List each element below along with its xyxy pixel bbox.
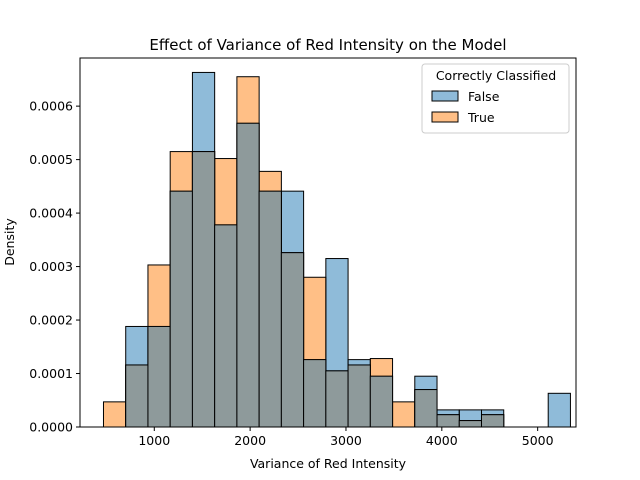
y-tick-label: 0.0005 [29,152,73,167]
bar-overlap-16 [458,420,482,428]
bar-overlap-1 [125,364,149,428]
bar-overlap-8 [280,252,305,428]
bar-overlap-3 [169,190,193,428]
bar-true-0 [102,401,127,428]
legend: Correctly Classified False True [421,63,570,134]
y-tick-label: 0.0002 [29,313,73,328]
x-axis-label: Variance of Red Intensity [250,456,407,471]
y-tick-label: 0.0000 [29,420,73,435]
y-tick-label: 0.0001 [29,366,73,381]
axes-layer: 1000 2000 3000 4000 5000 0.0000 0.0001 0.0002 0.… [29,57,577,448]
legend-swatch-false [431,90,459,102]
legend-frame [421,63,570,134]
y-tick-label: 0.0006 [29,99,73,114]
bar-overlap-10 [325,370,349,428]
legend-label-false: False [468,89,500,104]
bar-false-20 [547,392,571,428]
bar-overlap-6 [236,122,260,428]
x-tick-label: 1000 [138,433,170,448]
y-tick-label: 0.0004 [29,206,73,221]
x-tick-label: 5000 [522,433,554,448]
bar-overlap-15 [436,414,460,428]
legend-swatch-true [431,111,459,123]
bars-layer [102,71,571,428]
bar-overlap-7 [258,190,282,428]
legend-label-true: True [467,110,495,125]
x-tick-label: 3000 [330,433,362,448]
chart-title: Effect of Variance of Red Intensity on t… [149,36,506,54]
bar-overlap-2 [147,325,171,428]
y-tick-label: 0.0003 [29,259,73,274]
bar-overlap-12 [369,375,394,428]
x-tick-label: 2000 [234,433,266,448]
bar-overlap-17 [480,414,505,428]
bar-overlap-9 [303,359,327,428]
y-axis-label: Density [2,218,17,266]
bar-overlap-14 [414,389,438,428]
x-tick-label: 4000 [426,433,458,448]
bar-overlap-5 [214,224,238,428]
bar-true-13 [392,401,416,428]
bar-overlap-11 [347,364,371,428]
bar-overlap-4 [191,151,216,428]
plot-frame [79,57,577,428]
legend-title: Correctly Classified [436,68,556,83]
